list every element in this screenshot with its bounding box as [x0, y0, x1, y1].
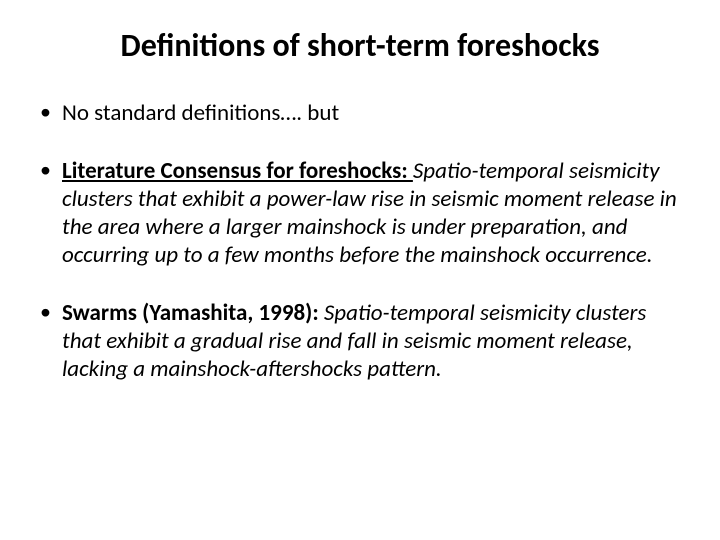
bullet-body: No standard definitions…. but	[62, 99, 339, 127]
list-item: Literature Consensus for foreshocks: Spa…	[36, 157, 684, 269]
slide: Definitions of short-term foreshocks No …	[0, 0, 720, 540]
list-item: No standard definitions…. but	[36, 99, 684, 127]
bullet-lead: Literature Consensus for foreshocks:	[62, 157, 413, 185]
list-item: Swarms (Yamashita, 1998): Spatio-tempora…	[36, 299, 684, 383]
bullet-lead: Swarms (Yamashita, 1998):	[62, 299, 324, 327]
slide-title: Definitions of short-term foreshocks	[36, 28, 684, 65]
bullet-list: No standard definitions…. but Literature…	[36, 99, 684, 383]
